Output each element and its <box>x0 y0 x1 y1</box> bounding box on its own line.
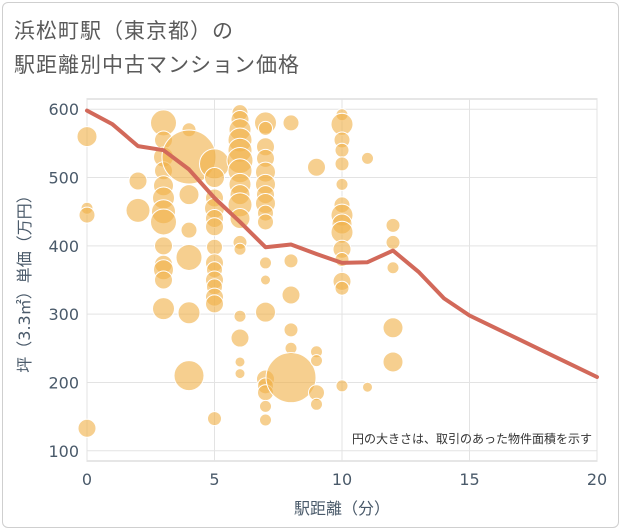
bubble-series <box>76 104 404 438</box>
bubble-point <box>230 328 250 348</box>
bubble-point <box>362 381 373 393</box>
bubble-point <box>175 243 203 271</box>
bubble-point <box>258 120 273 136</box>
y-tick-label: 500 <box>48 169 79 188</box>
bubble-point <box>154 236 173 256</box>
bubble-point <box>257 213 274 231</box>
bubble-point <box>205 294 224 314</box>
x-tick-label: 0 <box>82 470 92 489</box>
bubble-point <box>173 360 205 392</box>
bubble-point <box>77 418 97 438</box>
bubble-point <box>260 274 271 286</box>
bubble-point <box>334 280 350 296</box>
y-tick-label: 600 <box>48 100 79 119</box>
bubble-point <box>283 253 299 269</box>
bubble-point <box>234 356 246 368</box>
bubble-point <box>335 379 349 393</box>
bubble-point <box>205 217 224 237</box>
bubble-point <box>152 297 175 321</box>
bubble-point <box>385 217 401 233</box>
bubble-point <box>178 184 200 206</box>
x-tick-labels: 0 5 10 15 20 <box>82 470 607 489</box>
bubble-point <box>335 177 349 191</box>
bubble-point <box>310 397 323 411</box>
bubble-point <box>255 301 276 323</box>
trend-line <box>85 108 599 379</box>
bubble-point <box>229 208 251 230</box>
y-tick-label: 100 <box>48 442 79 461</box>
bubble-point <box>233 242 247 256</box>
bubble-point <box>281 285 301 305</box>
x-tick-label: 10 <box>332 470 352 489</box>
bubble-point <box>265 352 317 404</box>
bubble-point <box>207 411 222 427</box>
x-tick-label: 15 <box>459 470 479 489</box>
chart-title-line-1: 浜松町駅（東京都）の <box>14 19 234 43</box>
bubble-point <box>233 309 247 323</box>
y-tick-label: 200 <box>48 373 79 392</box>
bubble-point <box>125 197 151 223</box>
bubble-point <box>180 221 198 239</box>
bubble-point <box>204 167 225 189</box>
bubble-point <box>234 368 246 380</box>
bubble-point <box>128 171 148 191</box>
bubble-point <box>334 156 350 172</box>
bubble-point <box>382 351 404 373</box>
bubble-point <box>259 256 272 270</box>
bubble-point <box>259 413 272 427</box>
bubble-point <box>385 234 401 250</box>
bubble-point <box>282 114 300 132</box>
y-tick-label: 300 <box>48 305 79 324</box>
bubble-point <box>334 142 350 158</box>
bubble-size-note: 円の大きさは、取引のあった物件面積を示す <box>352 431 592 446</box>
chart-title-line-2: 駅距離別中古マンション価格 <box>14 53 300 77</box>
chart-title: 浜松町駅（東京都）の 駅距離別中古マンション価格 <box>14 14 300 82</box>
bubble-point <box>259 399 272 413</box>
bubble-point <box>78 206 96 224</box>
y-axis-label: 坪（3.3㎡）単価（万円） <box>15 187 34 372</box>
y-tick-label: 400 <box>48 237 79 256</box>
bubble-point <box>76 126 98 148</box>
bubble-point <box>177 301 201 325</box>
bubble-point <box>283 322 299 338</box>
bubble-point <box>206 238 223 256</box>
bubble-point <box>310 354 323 368</box>
bubble-point <box>361 151 374 165</box>
bubble-point <box>150 208 177 236</box>
x-tick-label: 20 <box>587 470 607 489</box>
x-axis-label: 駅距離（分） <box>294 499 390 518</box>
bubble-point <box>386 261 400 275</box>
bubble-point <box>382 317 404 339</box>
bubble-point <box>307 157 326 177</box>
y-tick-labels: 100 200 300 400 500 600 <box>48 100 79 461</box>
x-tick-label: 5 <box>209 470 219 489</box>
bubble-point <box>154 270 173 290</box>
